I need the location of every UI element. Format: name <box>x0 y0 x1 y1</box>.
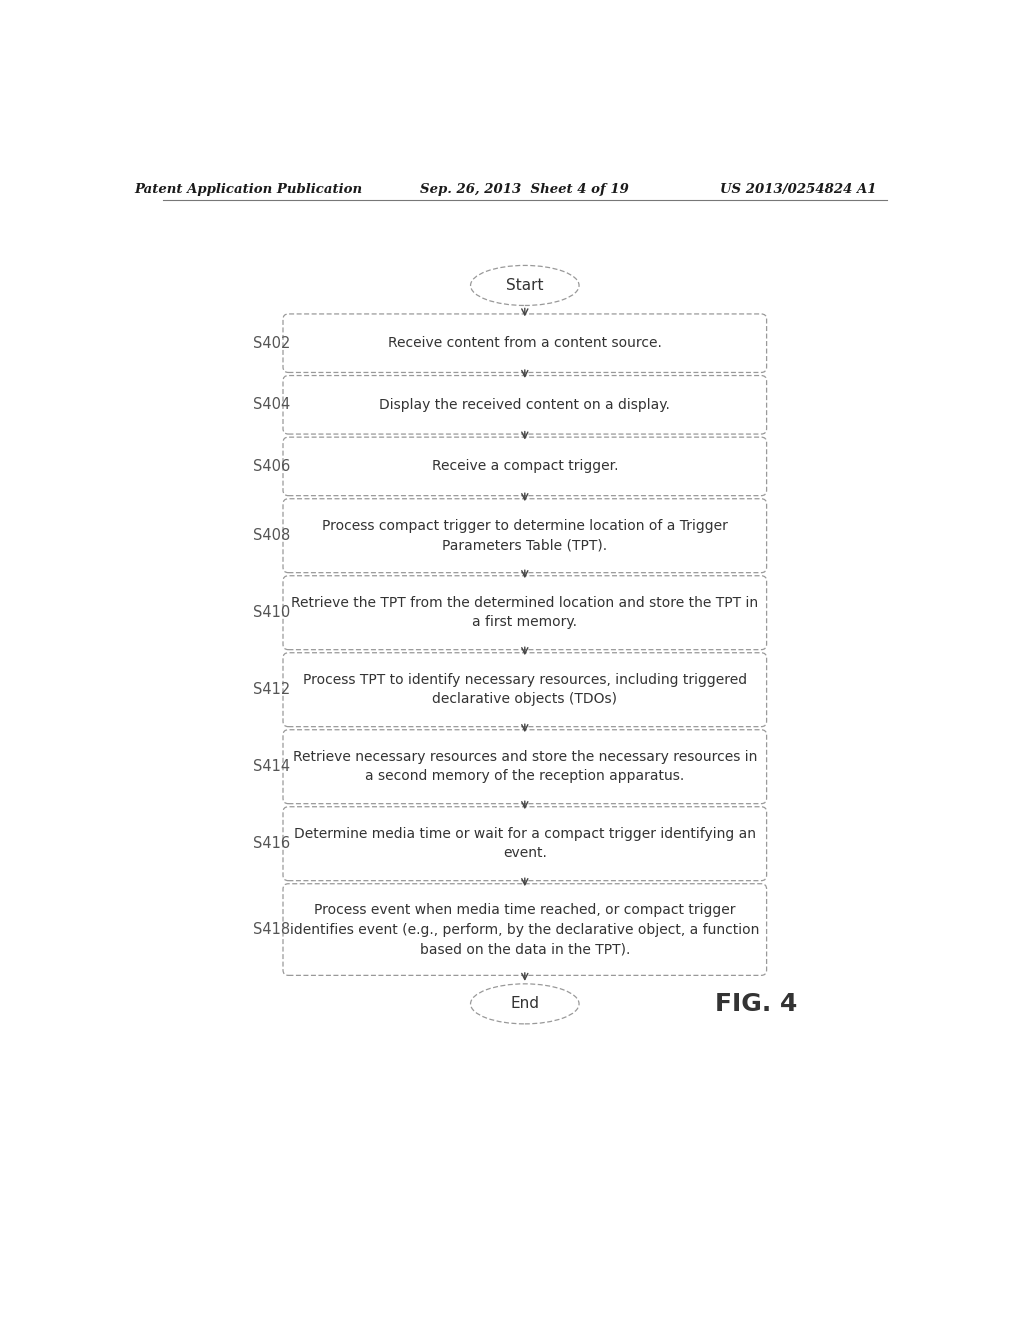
Text: Receive content from a content source.: Receive content from a content source. <box>388 337 662 350</box>
Text: S416: S416 <box>253 836 290 851</box>
Text: Start: Start <box>506 279 544 293</box>
Text: S402: S402 <box>253 335 290 351</box>
Text: S406: S406 <box>253 459 290 474</box>
Text: Sep. 26, 2013  Sheet 4 of 19: Sep. 26, 2013 Sheet 4 of 19 <box>421 182 629 195</box>
Ellipse shape <box>471 983 579 1024</box>
Text: Retrieve necessary resources and store the necessary resources in
a second memor: Retrieve necessary resources and store t… <box>293 750 757 784</box>
FancyBboxPatch shape <box>283 499 767 573</box>
Text: S412: S412 <box>253 682 290 697</box>
FancyBboxPatch shape <box>283 314 767 372</box>
FancyBboxPatch shape <box>283 653 767 727</box>
Text: S408: S408 <box>253 528 290 544</box>
Text: Retrieve the TPT from the determined location and store the TPT in
a first memor: Retrieve the TPT from the determined loc… <box>291 595 759 630</box>
Text: End: End <box>510 997 540 1011</box>
Text: FIG. 4: FIG. 4 <box>715 991 797 1016</box>
FancyBboxPatch shape <box>283 807 767 880</box>
Text: US 2013/0254824 A1: US 2013/0254824 A1 <box>720 182 877 195</box>
FancyBboxPatch shape <box>283 730 767 804</box>
Text: Process compact trigger to determine location of a Trigger
Parameters Table (TPT: Process compact trigger to determine loc… <box>322 519 728 553</box>
Text: Patent Application Publication: Patent Application Publication <box>134 182 362 195</box>
FancyBboxPatch shape <box>283 576 767 649</box>
Text: Display the received content on a display.: Display the received content on a displa… <box>379 397 671 412</box>
Text: Receive a compact trigger.: Receive a compact trigger. <box>431 459 618 474</box>
FancyBboxPatch shape <box>283 376 767 434</box>
Text: Process event when media time reached, or compact trigger
identifies event (e.g.: Process event when media time reached, o… <box>290 903 760 956</box>
Text: S410: S410 <box>253 605 290 620</box>
FancyBboxPatch shape <box>283 437 767 496</box>
FancyBboxPatch shape <box>283 884 767 975</box>
Text: S418: S418 <box>253 923 290 937</box>
Text: Determine media time or wait for a compact trigger identifying an
event.: Determine media time or wait for a compa… <box>294 826 756 861</box>
Text: Process TPT to identify necessary resources, including triggered
declarative obj: Process TPT to identify necessary resour… <box>303 673 746 706</box>
Text: S414: S414 <box>253 759 290 775</box>
Ellipse shape <box>471 265 579 305</box>
Text: S404: S404 <box>253 397 290 412</box>
